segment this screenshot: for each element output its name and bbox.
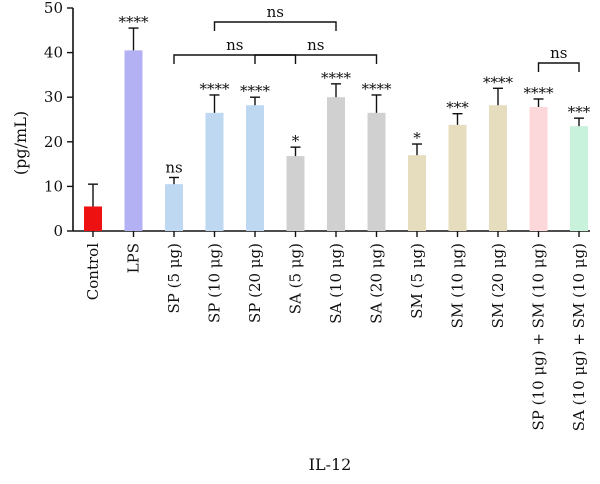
category-label: SP (20 μg)	[246, 243, 264, 323]
y-tick-label: 50	[44, 0, 63, 17]
bracket-line	[254, 54, 378, 64]
category-label: SP (5 μg)	[165, 243, 183, 314]
bar	[286, 156, 305, 231]
bracket-line	[537, 62, 580, 72]
y-tick-label: 20	[44, 133, 63, 151]
x-axis-label: IL-12	[309, 455, 352, 474]
bar	[205, 112, 224, 231]
significance-label: ***	[568, 103, 591, 121]
y-axis-label: (pg/mL)	[11, 111, 30, 175]
bracket-line	[213, 21, 337, 31]
category-label: SA (10 μg)	[327, 243, 345, 324]
bar	[124, 50, 143, 232]
bars	[84, 50, 588, 232]
bar	[570, 126, 588, 231]
significance-label: ****	[483, 73, 514, 91]
category-label: SM (10 μg)	[449, 243, 467, 328]
category-label: SP (10 μg) + SM (10 μg)	[530, 243, 548, 430]
error-bars	[88, 27, 584, 207]
category-label: SA (10 μg) + SM (10 μg)	[570, 243, 588, 431]
y-tick-label: 30	[44, 88, 63, 106]
significance-label: ****	[119, 13, 150, 31]
significance-label: ****	[524, 84, 555, 102]
category-label: SA (20 μg)	[368, 243, 386, 324]
axes: 0 10 20 30 40 50	[44, 0, 590, 240]
bar	[367, 112, 386, 231]
bar	[489, 105, 507, 231]
significance-marks: ****ns**** ****************************	[119, 13, 591, 176]
bar	[165, 184, 183, 231]
category-label: SP (10 μg)	[206, 243, 224, 323]
category-label: SM (20 μg)	[489, 243, 507, 328]
y-tick-label: 0	[53, 222, 63, 240]
bar	[529, 107, 548, 231]
significance-label: *	[413, 129, 421, 147]
bracket-label: ns	[307, 36, 324, 54]
bracket-label: ns	[226, 36, 243, 54]
bar	[448, 124, 467, 231]
category-label: LPS	[125, 243, 143, 273]
bar	[84, 206, 102, 231]
category-label: Control	[84, 243, 102, 300]
bar	[246, 105, 264, 231]
significance-label: ****	[240, 82, 271, 100]
bar	[327, 97, 345, 231]
category-label: SA (5 μg)	[287, 243, 305, 314]
category-labels: Control LPS SP (5 μg) SP (10 μg) SP (20 μg) S…	[84, 243, 588, 431]
y-tick-label: 10	[44, 177, 63, 195]
significance-label: ***	[446, 99, 469, 117]
significance-label: ****	[200, 80, 231, 98]
significance-label: *	[292, 132, 300, 150]
bracket-label: ns	[550, 44, 567, 62]
significance-label: ****	[362, 80, 393, 98]
significance-label: ****	[321, 69, 352, 87]
category-label: SM (5 μg)	[408, 243, 426, 319]
significance-label: ns	[165, 158, 182, 176]
y-tick-label: 40	[44, 44, 63, 62]
comparison-brackets: ns ns ns ns	[173, 3, 580, 72]
bar	[408, 155, 426, 231]
bracket-line	[173, 54, 297, 64]
bracket-label: ns	[267, 3, 284, 21]
